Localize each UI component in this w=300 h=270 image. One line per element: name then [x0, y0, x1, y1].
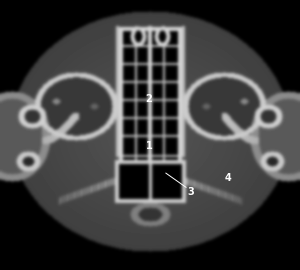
- Text: 1: 1: [146, 141, 152, 151]
- Text: 2: 2: [146, 93, 152, 104]
- Text: 4: 4: [225, 173, 231, 183]
- Text: 3: 3: [187, 187, 194, 197]
